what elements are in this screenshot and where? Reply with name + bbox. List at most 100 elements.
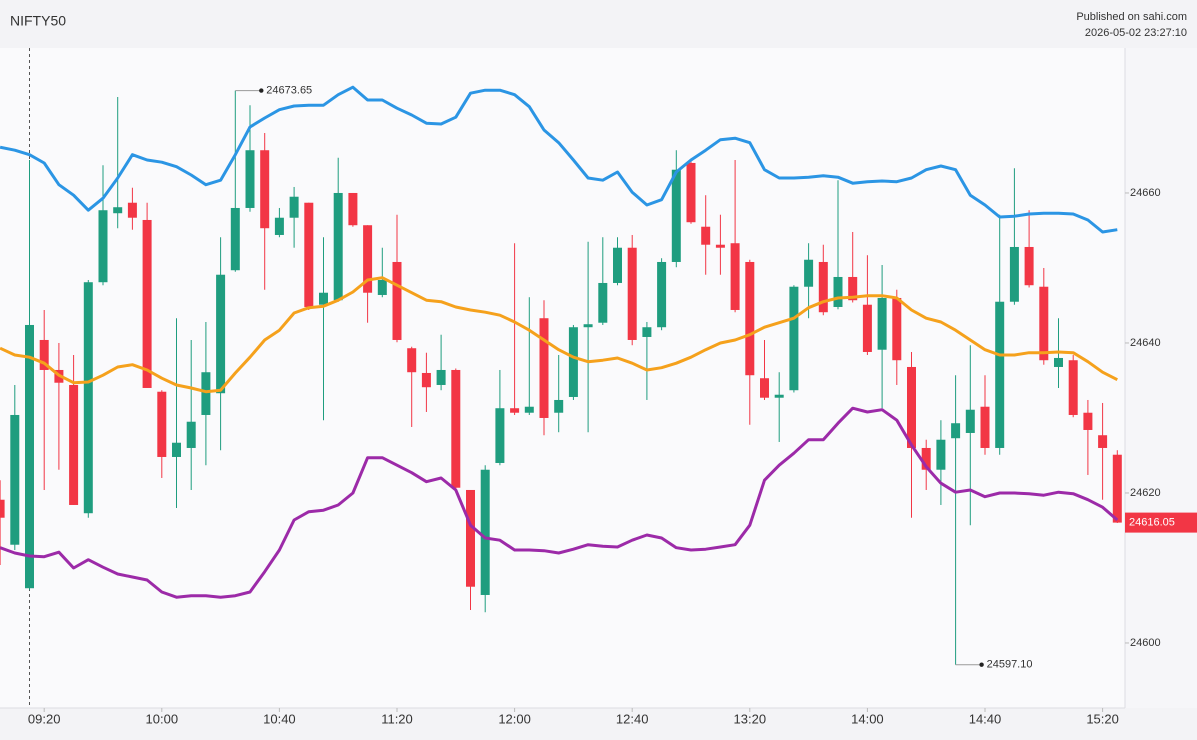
candle-body: [245, 150, 255, 208]
y-axis-band: [1125, 48, 1197, 708]
x-tick-label: 10:00: [146, 711, 179, 726]
x-tick-label: 10:40: [263, 711, 296, 726]
candle-body: [113, 207, 123, 214]
candle-body: [657, 261, 667, 328]
candle-body: [980, 406, 990, 448]
candle-body: [524, 406, 534, 413]
candle-body: [201, 372, 211, 415]
last-price-label: 24616.05: [1129, 517, 1175, 529]
candle-body: [833, 276, 843, 307]
candle-body: [907, 366, 916, 448]
candle-body: [157, 391, 167, 457]
candle-body: [951, 423, 961, 439]
candle-body: [583, 324, 593, 328]
candle-body: [539, 318, 549, 418]
candle-body: [407, 348, 417, 373]
candle-body: [10, 414, 20, 545]
x-tick-label: 14:40: [969, 711, 1002, 726]
x-tick-label: 13:20: [734, 711, 767, 726]
symbol: NIFTY50: [10, 13, 66, 29]
x-axis-band: [0, 708, 1197, 740]
x-tick-label: 09:20: [28, 711, 61, 726]
candle-body: [965, 409, 975, 433]
candle-body: [274, 217, 284, 235]
candle-body: [495, 408, 505, 463]
annotation-dot: [979, 662, 984, 667]
candle-body: [260, 150, 270, 229]
candle-body: [1009, 246, 1019, 302]
candle-body: [1083, 412, 1093, 430]
candle-body: [69, 384, 79, 505]
candle-body: [451, 369, 461, 488]
candle-body: [1068, 360, 1078, 415]
band-line: [0, 85, 1118, 234]
candle-body: [230, 207, 240, 271]
candle-body: [142, 219, 152, 388]
y-tick-label: 24600: [1130, 637, 1161, 649]
candle-body: [613, 247, 622, 283]
annotation-label: 24597.10: [987, 659, 1033, 671]
candle-body: [568, 327, 578, 397]
candle-body: [392, 261, 402, 340]
candle-body: [848, 276, 858, 301]
candle-body: [730, 243, 740, 310]
candle-body: [818, 261, 828, 313]
candle-body: [216, 274, 226, 394]
band-line: [0, 276, 1118, 394]
candle-body: [289, 196, 299, 218]
candle-body: [98, 210, 108, 283]
candle-body: [1024, 246, 1034, 286]
last-price-box: [1125, 512, 1197, 533]
y-tick-label: 24660: [1130, 187, 1161, 199]
candle-body: [172, 442, 181, 457]
candle-body: [436, 369, 446, 385]
candle-body: [304, 202, 314, 307]
candle-body: [671, 169, 681, 262]
candle-body: [1098, 435, 1108, 448]
candle-body: [83, 282, 93, 514]
candle-body: [39, 339, 49, 370]
header-band: [0, 0, 1197, 48]
candle-body: [480, 469, 490, 595]
candle-body: [127, 202, 137, 218]
candle-body: [745, 261, 755, 376]
annotation-label: 24673.65: [266, 85, 312, 97]
candle-body: [421, 372, 431, 388]
candle-body: [333, 192, 343, 301]
x-tick-label: 11:20: [381, 711, 413, 726]
candle-body: [1039, 286, 1049, 361]
candle-body: [862, 304, 872, 352]
candle-body: [466, 489, 475, 587]
candle-body: [377, 279, 387, 295]
y-tick-label: 24620: [1130, 487, 1161, 499]
candle-body: [1112, 454, 1122, 523]
candle-body: [936, 439, 946, 470]
candle-body: [627, 247, 637, 340]
candle-body: [348, 192, 358, 226]
candle-body: [760, 378, 769, 398]
x-tick-label: 14:00: [851, 711, 884, 726]
annotation-dot: [259, 88, 264, 93]
candle-body: [25, 324, 34, 589]
timestamp: 2026-05-02 23:27:10: [1085, 27, 1187, 39]
publisher: Published on sahi.com: [1076, 11, 1187, 23]
y-tick-label: 24640: [1130, 337, 1161, 349]
candle-body: [892, 297, 902, 361]
x-tick-label: 15:20: [1086, 711, 1119, 726]
candle-body: [598, 282, 608, 323]
candle-body: [877, 297, 887, 350]
candle-body: [510, 408, 520, 413]
x-tick-label: 12:00: [498, 711, 531, 726]
candle-body: [774, 394, 784, 398]
plot-area: [0, 85, 1122, 665]
candle-body: [1054, 357, 1063, 367]
candle-body: [686, 162, 696, 223]
candle-body: [319, 292, 328, 305]
band-line: [0, 406, 1119, 599]
candle-body: [554, 399, 564, 413]
x-tick-label: 12:40: [616, 711, 649, 726]
candle-body: [921, 447, 931, 470]
candle-body: [995, 301, 1005, 448]
